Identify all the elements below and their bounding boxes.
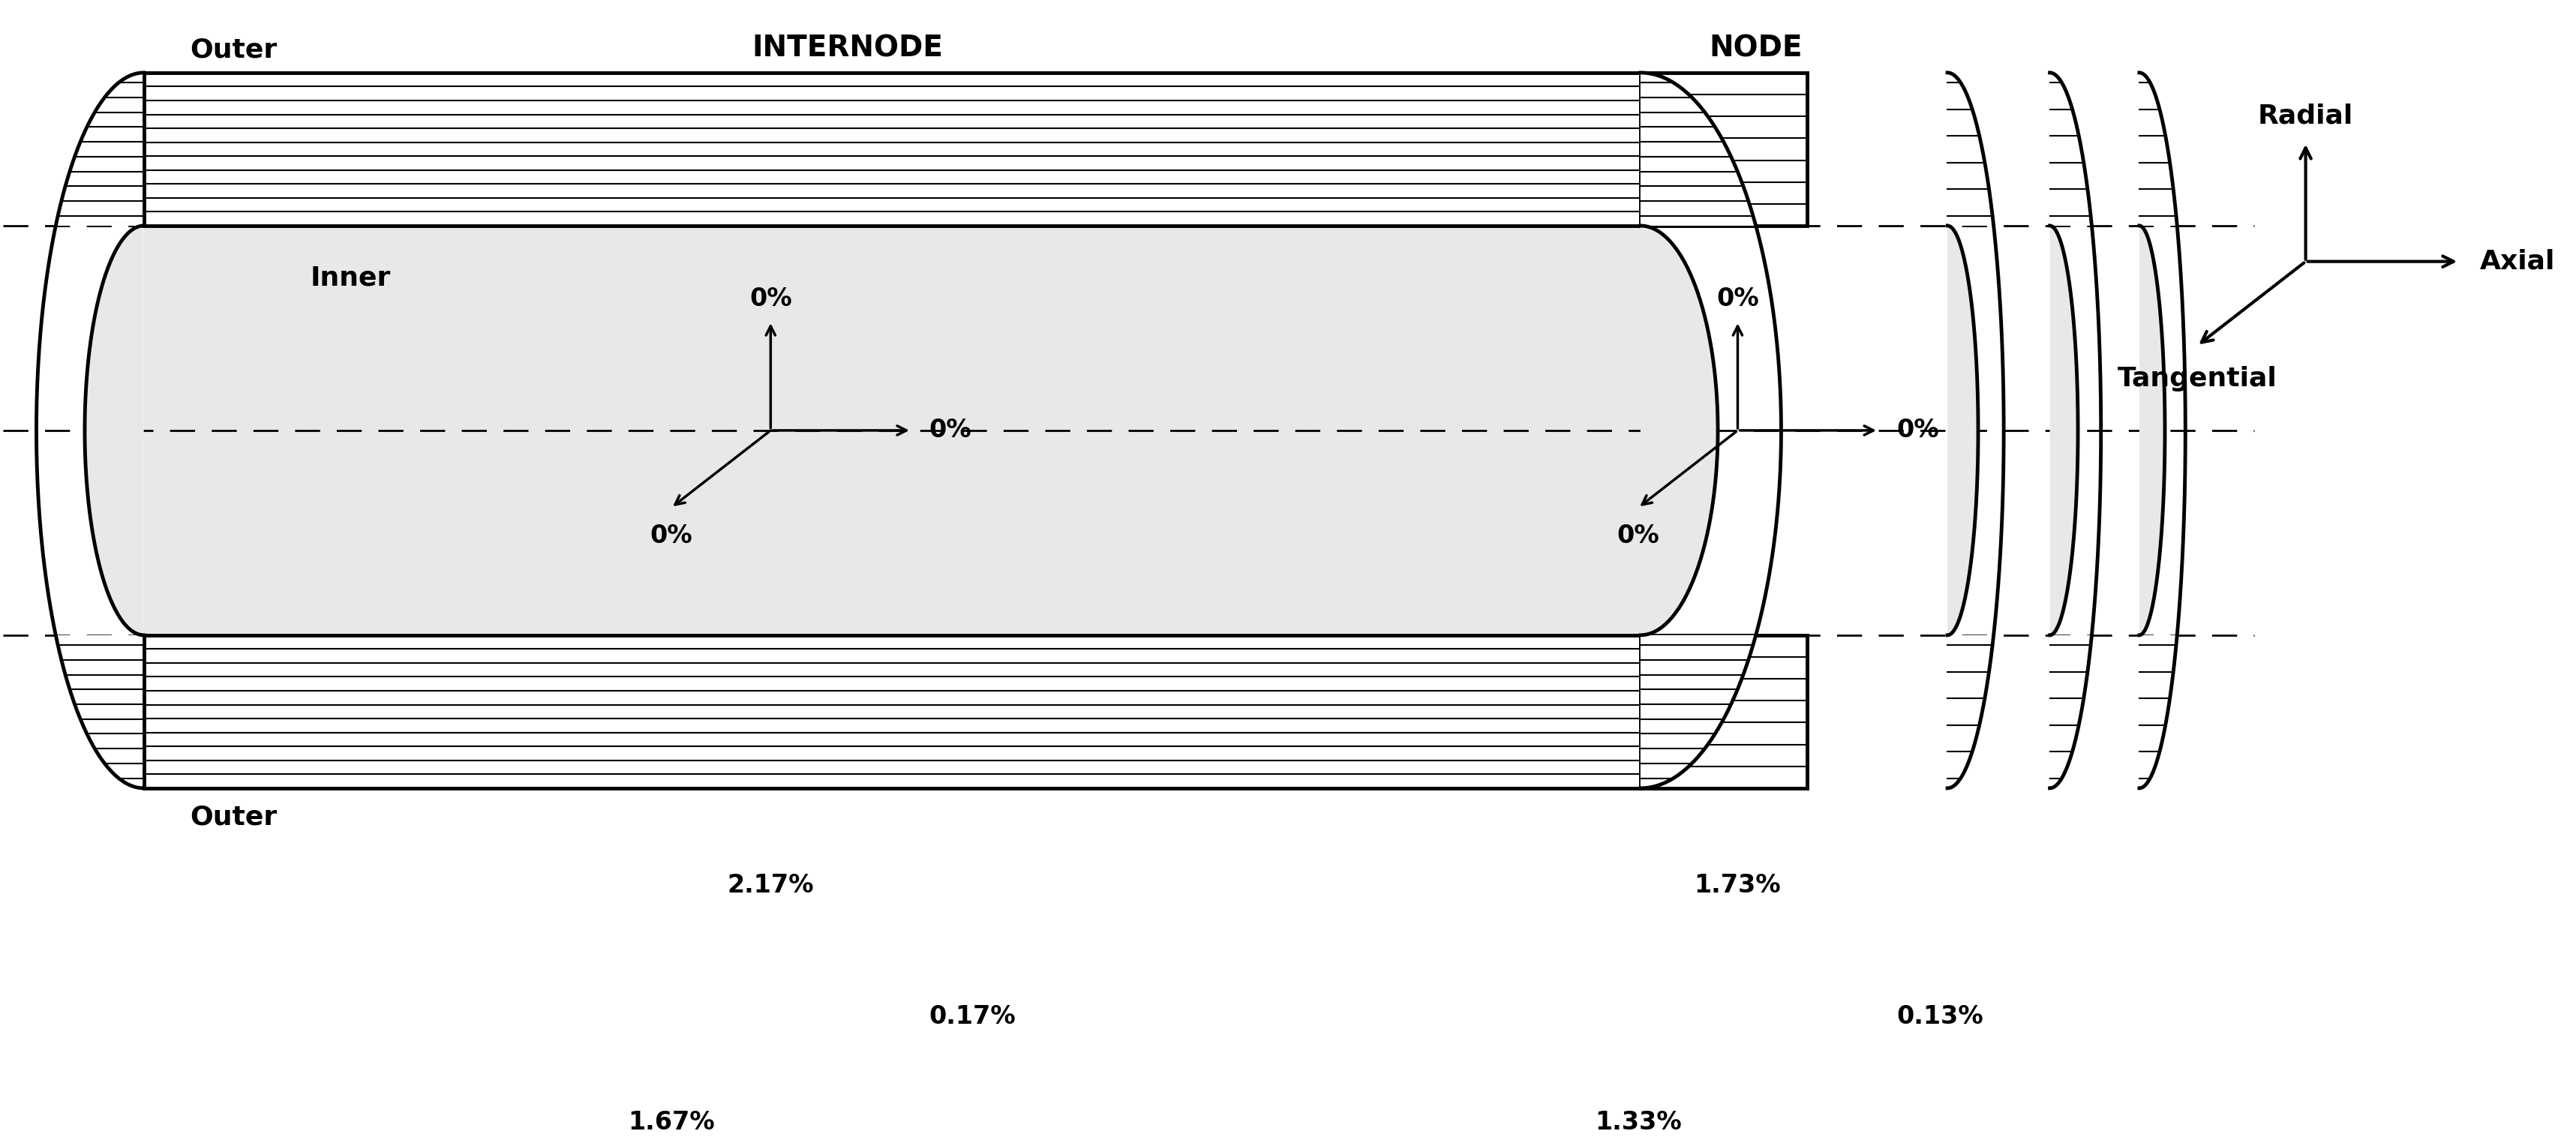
Polygon shape [2050,635,2092,788]
Text: 0%: 0% [750,286,791,312]
Text: Radial: Radial [2259,103,2354,128]
Text: Axial: Axial [2481,249,2555,274]
Text: 0%: 0% [1716,286,1759,312]
Text: INTERNODE: INTERNODE [752,34,943,63]
Polygon shape [1947,72,1994,226]
Text: 1.33%: 1.33% [1595,1110,1682,1135]
Text: 0%: 0% [1618,524,1659,549]
Bar [144,72,1641,226]
Text: 0%: 0% [1896,418,1940,442]
Bar [144,635,1641,788]
Bar [144,226,1641,635]
Text: 0%: 0% [930,418,971,442]
Polygon shape [57,72,144,226]
Text: 0.17%: 0.17% [930,1004,1015,1029]
Polygon shape [2138,635,2177,788]
Polygon shape [1641,635,1757,788]
Text: Tangential: Tangential [2117,366,2277,391]
Polygon shape [85,226,144,635]
Polygon shape [1641,72,1757,226]
Text: Inner: Inner [309,266,392,291]
Text: 0%: 0% [649,524,693,549]
Text: 2.17%: 2.17% [726,873,814,897]
Text: 1.73%: 1.73% [1695,873,1780,897]
Polygon shape [2050,226,2079,635]
Polygon shape [1947,635,1994,788]
Bar [1641,72,1806,226]
Text: 1.67%: 1.67% [629,1110,714,1135]
Bar [1641,635,1806,788]
Text: 0.13%: 0.13% [1896,1004,1984,1029]
Text: NODE: NODE [1708,34,1803,63]
Text: Outer: Outer [191,38,278,63]
Text: Outer: Outer [191,804,278,830]
Polygon shape [2138,226,2164,635]
Polygon shape [2050,72,2092,226]
Polygon shape [1641,226,1718,635]
Polygon shape [2138,72,2177,226]
Polygon shape [1947,226,1978,635]
